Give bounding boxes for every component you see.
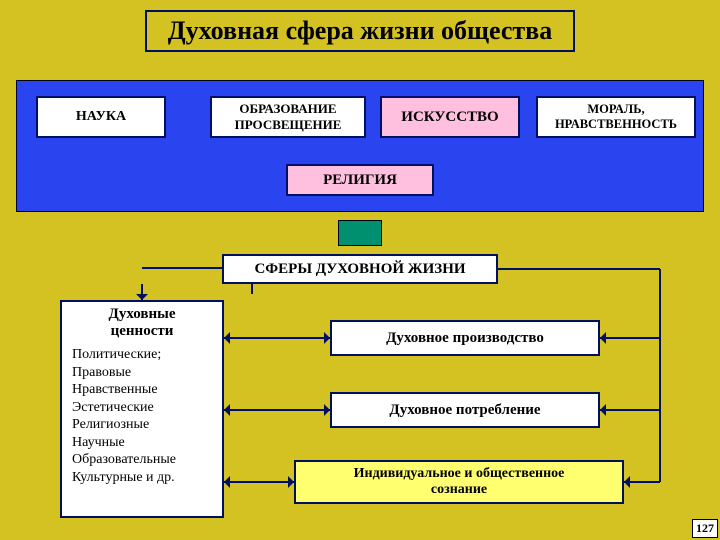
religion-box: РЕЛИГИЯ (286, 164, 434, 196)
up-arrow-block (338, 220, 382, 246)
values-list: Политические;ПравовыеНравственныеЭстетич… (62, 344, 222, 492)
morality-box: МОРАЛЬ,НРАВСТВЕННОСТЬ (536, 96, 696, 138)
education-box: ОБРАЗОВАНИЕПРОСВЕЩЕНИЕ (210, 96, 366, 138)
consumption-box: Духовное потребление (330, 392, 600, 428)
values-box: ДуховныеценностиПолитические;ПравовыеНра… (60, 300, 224, 518)
values-header: Духовныеценности (62, 302, 222, 344)
main-title: Духовная сфера жизни общества (145, 10, 575, 52)
page-number: 127 (692, 519, 718, 538)
production-box: Духовное производство (330, 320, 600, 356)
spheres-box: СФЕРЫ ДУХОВНОЙ ЖИЗНИ (222, 254, 498, 284)
art-box: ИСКУССТВО (380, 96, 520, 138)
science-box: НАУКА (36, 96, 166, 138)
consciousness-box: Индивидуальное и общественноесознание (294, 460, 624, 504)
